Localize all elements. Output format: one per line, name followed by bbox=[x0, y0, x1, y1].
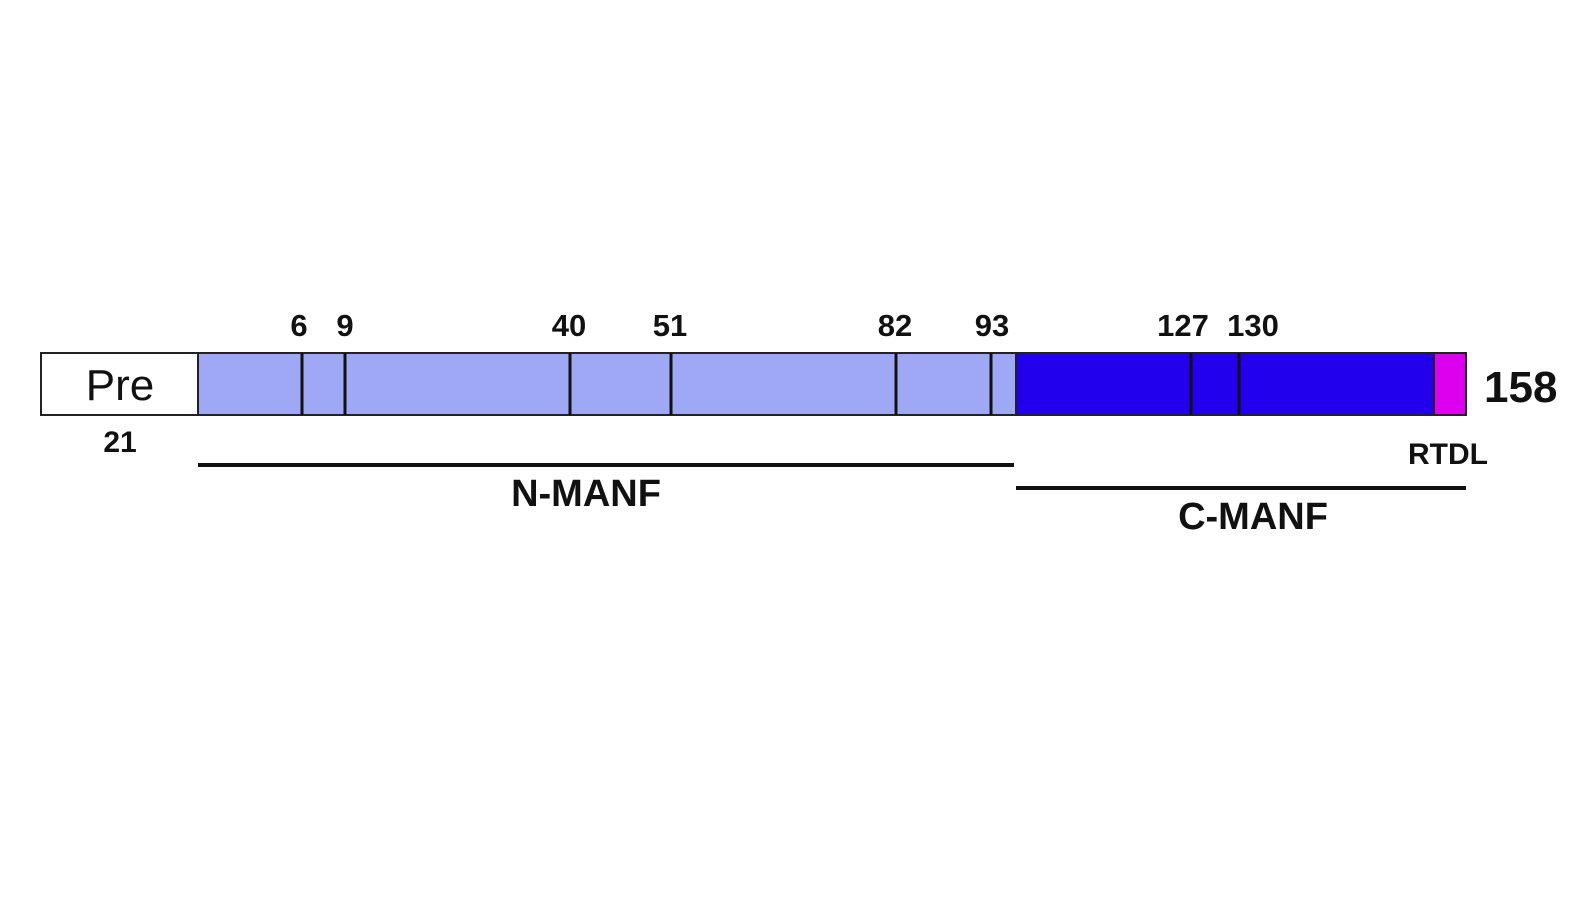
position-label-40: 40 bbox=[551, 308, 587, 343]
position-label-130: 130 bbox=[1227, 308, 1279, 343]
rtdl-motif-box bbox=[1433, 352, 1467, 416]
position-label-6: 6 bbox=[290, 308, 308, 343]
rtdl-motif-label: RTDL bbox=[1408, 438, 1488, 471]
position-label-93: 93 bbox=[974, 308, 1010, 343]
c-manf-label: C-MANF bbox=[1178, 496, 1328, 538]
position-label-127: 127 bbox=[1157, 308, 1209, 343]
signal-end-label: 21 bbox=[103, 426, 137, 459]
n-manf-domain-box bbox=[197, 352, 1017, 416]
signal-peptide-label: Pre bbox=[85, 361, 155, 410]
n-manf-label: N-MANF bbox=[511, 473, 661, 515]
position-label-82: 82 bbox=[877, 308, 913, 343]
signal-peptide-box bbox=[40, 352, 199, 416]
protein-length-label: 158 bbox=[1484, 363, 1558, 412]
position-label-51: 51 bbox=[652, 308, 688, 343]
position-label-9: 9 bbox=[336, 308, 354, 343]
c-manf-domain-box bbox=[1015, 352, 1435, 416]
